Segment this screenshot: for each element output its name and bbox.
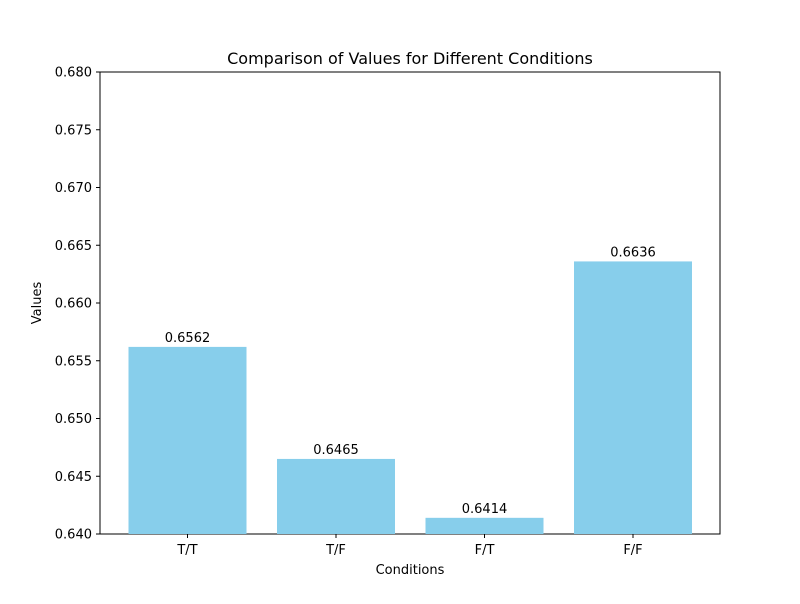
bar-f-f (574, 261, 692, 534)
x-tick-label: T/F (325, 543, 346, 558)
bar-data-label: 0.6414 (462, 502, 508, 517)
y-tick-label: 0.665 (55, 239, 92, 254)
bars (128, 261, 692, 534)
x-tick-label: F/T (475, 543, 495, 558)
bar-data-label: 0.6562 (165, 331, 211, 346)
y-tick-label: 0.655 (55, 354, 92, 369)
bar-data-label: 0.6465 (313, 443, 359, 458)
y-tick-label: 0.660 (55, 297, 92, 312)
y-tick-label: 0.645 (55, 470, 92, 485)
y-axis-label: Values (30, 282, 45, 325)
y-tick-label: 0.680 (55, 66, 92, 81)
x-axis: T/T T/F F/T F/F (176, 534, 643, 558)
y-tick-label: 0.670 (55, 181, 92, 196)
x-tick-label: T/T (176, 543, 197, 558)
bar-t-f (277, 458, 395, 534)
bar-data-label: 0.6636 (610, 245, 656, 260)
bar-t-t (128, 346, 247, 534)
bar-data-labels: 0.6562 0.6465 0.6414 0.6636 (165, 245, 656, 516)
y-tick-label: 0.650 (55, 412, 92, 427)
y-axis: 0.640 0.645 0.650 0.655 0.660 0.665 0.670 0.675… (55, 66, 100, 543)
chart-title: Comparison of Values for Different Condi… (227, 49, 593, 68)
y-tick-label: 0.640 (55, 528, 92, 543)
x-axis-label: Conditions (376, 563, 445, 578)
x-tick-label: F/F (623, 543, 642, 558)
y-tick-label: 0.675 (55, 123, 92, 138)
bar-f-t (425, 517, 544, 534)
